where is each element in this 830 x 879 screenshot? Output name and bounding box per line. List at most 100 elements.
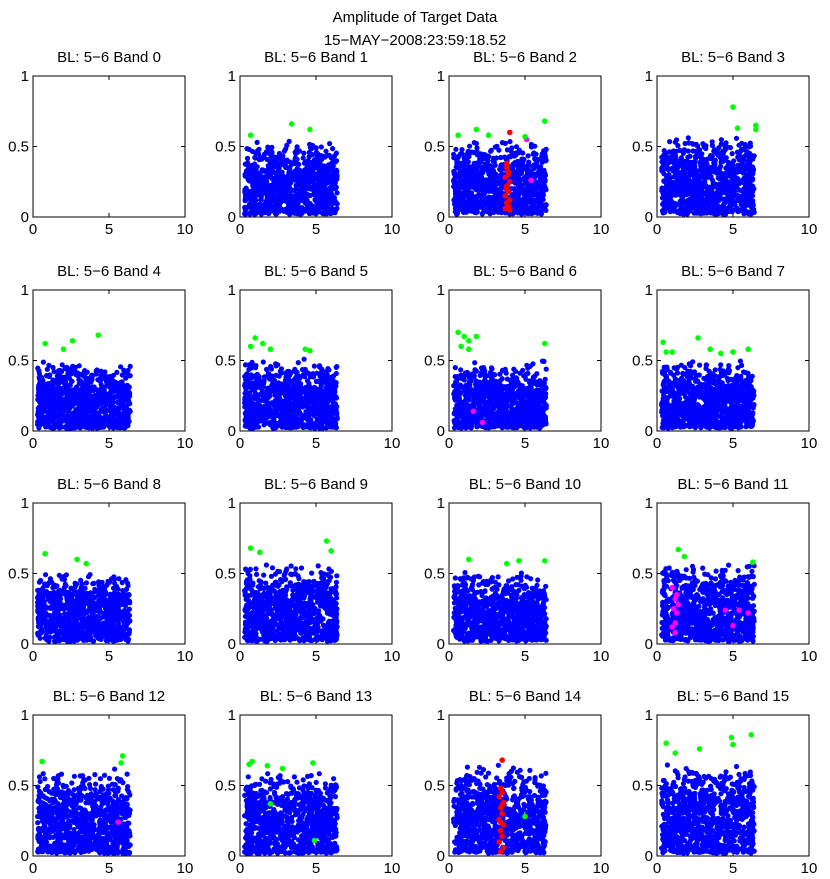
- blue-point: [311, 363, 317, 369]
- blue-point: [272, 206, 278, 212]
- blue-point: [261, 374, 268, 380]
- blue-point: [483, 180, 489, 186]
- blue-point: [71, 425, 77, 431]
- y-tick-label: 1: [645, 68, 653, 85]
- blue-point: [104, 394, 110, 400]
- blue-point: [718, 137, 725, 143]
- blue-point: [691, 210, 697, 216]
- blue-point: [62, 416, 68, 422]
- x-tick-label: 5: [521, 221, 529, 238]
- blue-point: [741, 147, 747, 153]
- blue-point: [249, 208, 256, 214]
- blue-point: [242, 207, 248, 213]
- red-point: [503, 186, 510, 192]
- blue-point: [94, 387, 100, 393]
- blue-point: [122, 425, 128, 431]
- y-tick-label: 0.5: [8, 353, 29, 370]
- blue-point: [667, 139, 673, 145]
- blue-point: [122, 389, 128, 395]
- blue-point: [454, 181, 460, 187]
- blue-point: [334, 364, 340, 370]
- blue-point: [460, 162, 466, 168]
- blue-point: [268, 363, 274, 370]
- blue-point: [267, 147, 273, 153]
- blue-point: [533, 160, 540, 166]
- blue-point: [88, 395, 94, 401]
- blue-point: [701, 157, 707, 163]
- blue-point: [35, 412, 41, 418]
- blue-point: [294, 144, 300, 150]
- y-tick-label: 1: [437, 68, 445, 85]
- blue-point: [257, 201, 263, 207]
- blue-point: [105, 414, 111, 420]
- blue-point: [124, 382, 130, 388]
- blue-point: [321, 190, 327, 196]
- x-tick-label: 0: [29, 221, 37, 238]
- subplot-title: BL: 5−6 Band 4: [57, 263, 161, 280]
- blue-point: [515, 185, 521, 191]
- blue-point: [751, 153, 757, 159]
- blue-point: [310, 386, 316, 392]
- blue-point: [332, 180, 338, 186]
- blue-point: [529, 188, 536, 194]
- blue-point: [285, 178, 291, 184]
- blue-point: [668, 199, 675, 205]
- green-point: [307, 126, 313, 133]
- blue-point: [492, 162, 498, 168]
- blue-point: [487, 176, 493, 182]
- blue-point: [692, 154, 699, 160]
- blue-point: [65, 368, 71, 374]
- blue-point: [478, 195, 485, 201]
- blue-point: [306, 182, 312, 188]
- blue-point: [279, 424, 285, 430]
- blue-point: [262, 174, 268, 180]
- blue-point: [281, 148, 287, 154]
- blue-point: [313, 390, 319, 396]
- blue-point: [118, 394, 124, 400]
- blue-point: [46, 362, 52, 368]
- blue-point: [334, 414, 340, 420]
- blue-point: [309, 398, 315, 404]
- blue-point: [498, 162, 504, 168]
- blue-point: [307, 204, 313, 210]
- blue-point: [85, 424, 91, 430]
- blue-point: [728, 193, 734, 199]
- blue-point: [711, 159, 717, 165]
- x-tick-label: 5: [312, 221, 320, 238]
- blue-point: [319, 366, 325, 372]
- blue-point: [260, 359, 266, 365]
- x-tick-label: 0: [653, 221, 661, 238]
- blue-point: [750, 166, 756, 172]
- blue-point: [332, 401, 338, 407]
- blue-point: [316, 177, 322, 183]
- blue-point: [510, 168, 516, 174]
- blue-point: [474, 162, 480, 168]
- blue-point: [252, 161, 258, 167]
- blue-point: [662, 202, 668, 208]
- green-point: [247, 132, 254, 139]
- blue-point: [77, 401, 83, 407]
- subplot-title: BL: 5−6 Band 2: [473, 49, 577, 66]
- subplot-title: BL: 5−6 Band 3: [681, 49, 785, 66]
- blue-point: [246, 366, 252, 373]
- blue-point: [278, 158, 284, 165]
- blue-point: [284, 142, 290, 148]
- red-point: [502, 193, 509, 199]
- blue-point: [258, 392, 264, 398]
- blue-point: [540, 188, 546, 194]
- blue-point: [473, 187, 479, 193]
- blue-point: [684, 211, 690, 217]
- blue-point: [258, 194, 264, 200]
- blue-point: [302, 185, 308, 191]
- blue-point: [37, 398, 43, 404]
- blue-point: [455, 163, 461, 169]
- blue-point: [327, 197, 333, 203]
- x-tick-label: 10: [384, 221, 401, 238]
- blue-point: [333, 394, 339, 400]
- blue-point: [250, 194, 256, 200]
- blue-point: [266, 371, 272, 377]
- green-point: [60, 346, 67, 353]
